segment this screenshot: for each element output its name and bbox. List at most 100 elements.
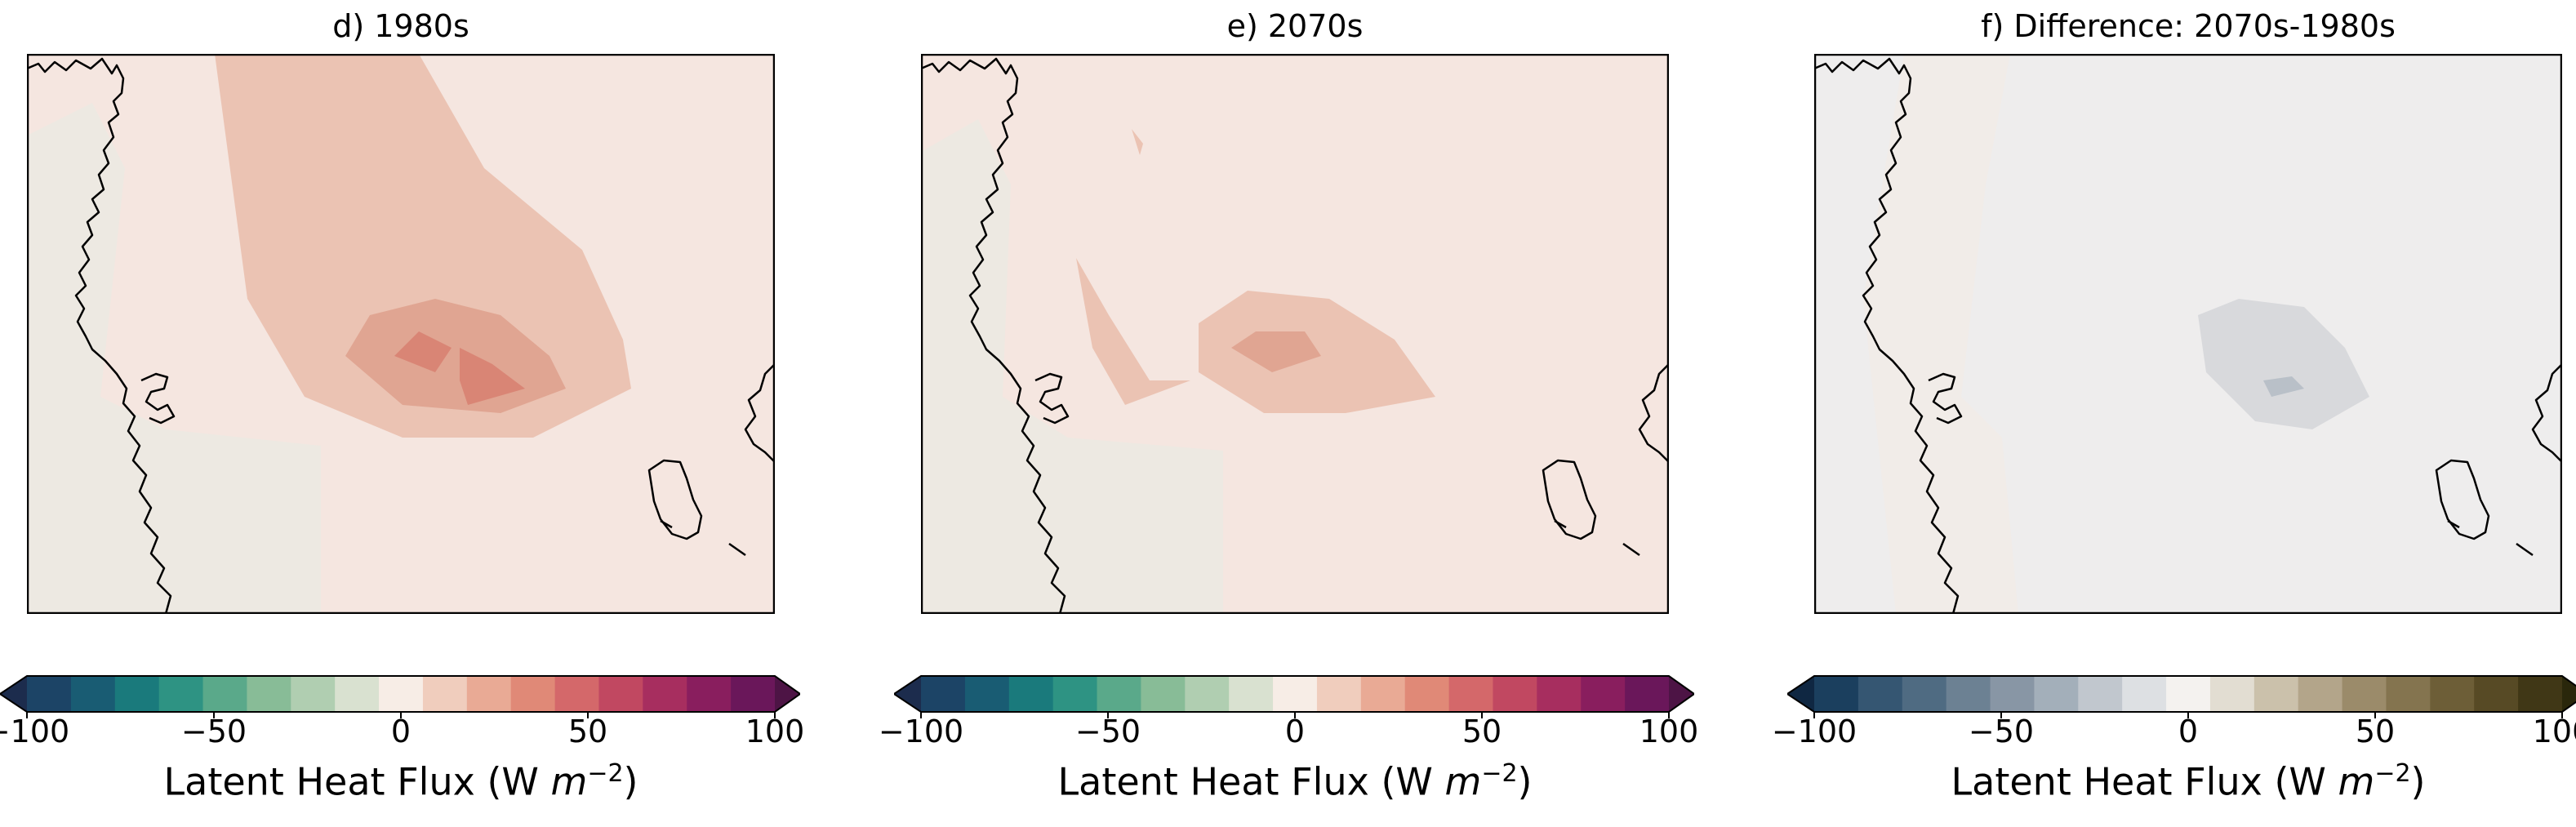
colorbar-bin <box>466 676 512 712</box>
field-contour-low-west <box>1076 258 1190 405</box>
colorbar-bin <box>1857 676 1903 712</box>
colorbar-extend-min <box>894 676 921 712</box>
colorbar-bin <box>114 676 160 712</box>
colorbar-bin <box>27 676 72 712</box>
colorbar-tick-label: −100 <box>0 714 70 749</box>
colorbar-bin <box>2253 676 2299 712</box>
colorbar-bin <box>1097 676 1141 712</box>
colorbar-bin <box>2078 676 2123 712</box>
colorbar-tick-label: 0 <box>390 714 412 749</box>
colorbar-bin <box>158 676 204 712</box>
colorbar-bin <box>731 676 776 712</box>
colorbar-bin <box>2298 676 2343 712</box>
colorbar-bin <box>1946 676 1991 712</box>
coastline-east <box>2531 363 2562 463</box>
panel-title-f: f) Difference: 2070s-1980s <box>1981 8 2396 44</box>
coastline-fjord <box>140 372 176 425</box>
coastlines <box>1814 57 2562 614</box>
coastline-islet-1 <box>660 519 673 529</box>
colorbar-bin <box>1273 676 1318 712</box>
contour-field <box>921 54 1669 614</box>
field-west-region <box>921 119 1223 614</box>
map-frame <box>921 54 1669 614</box>
colorbar-bin <box>1316 676 1362 712</box>
map-panel-1980s <box>27 54 775 614</box>
colorbar-tick-label: 100 <box>745 714 805 749</box>
coastline-fjord <box>1034 372 1070 425</box>
colorbar-extend-min <box>1787 676 1814 712</box>
colorbar-1980s <box>0 675 800 718</box>
colorbar-bin <box>2122 676 2167 712</box>
colorbar-tick-label: −50 <box>1968 714 2035 749</box>
colorbar-bin <box>2034 676 2079 712</box>
coastline-greenland <box>921 57 1066 614</box>
colorbar-label-1980s: Latent Heat Flux (W m−2) <box>163 759 638 804</box>
colorbar-bin <box>1404 676 1450 712</box>
colorbar-bin <box>1625 676 1670 712</box>
colorbar-bin <box>1141 676 1186 712</box>
colorbar-bin <box>2166 676 2211 712</box>
field-contour-mid <box>1231 331 1321 372</box>
colorbar-label-2070s: Latent Heat Flux (W m−2) <box>1057 759 1533 804</box>
colorbar-tick-label: −100 <box>878 714 964 749</box>
colorbar-2070s <box>894 675 1694 718</box>
colorbar-difference <box>1787 675 2576 718</box>
colorbar-bin <box>1008 676 1054 712</box>
colorbar-tick-label: 0 <box>2178 714 2199 749</box>
colorbar-bin <box>643 676 687 712</box>
colorbar-tick-label: −50 <box>180 714 247 749</box>
colorbar-tick-label: 100 <box>2532 714 2576 749</box>
coastline-islet-2 <box>2516 542 2534 557</box>
panel-title-e: e) 2070s <box>1226 8 1364 44</box>
colorbar-bin <box>2474 676 2519 712</box>
colorbar-bin <box>1185 676 1230 712</box>
colorbar-tick-label: 50 <box>2355 714 2396 749</box>
coastline-island <box>2435 459 2490 540</box>
coastline-east <box>1638 363 1669 463</box>
coastlines <box>921 57 1669 614</box>
colorbar-tick-label: 0 <box>1284 714 1306 749</box>
colorbar-bin <box>1448 676 1493 712</box>
colorbar-bin <box>422 676 468 712</box>
colorbar-tick-label: 50 <box>1462 714 1502 749</box>
colorbar-bin <box>2342 676 2387 712</box>
panel-title-d: d) 1980s <box>332 8 469 44</box>
contour-field <box>27 54 775 614</box>
colorbar-bin <box>291 676 336 712</box>
coastline-greenland <box>27 57 172 614</box>
coastline-fjord <box>1928 372 1963 425</box>
colorbar-extend-max <box>2562 676 2576 712</box>
colorbar-bin <box>379 676 424 712</box>
coastline-islet-1 <box>1554 519 1567 529</box>
colorbar-bin <box>554 676 599 712</box>
colorbar-bin <box>2518 676 2563 712</box>
map-panel-2070s <box>921 54 1669 614</box>
colorbar-bin <box>1990 676 2035 712</box>
colorbar-bin <box>1360 676 1406 712</box>
field-contour-high-1 <box>394 331 452 372</box>
colorbar-bin <box>1902 676 1947 712</box>
colorbar-extend-max <box>775 676 800 712</box>
colorbar-bin <box>1052 676 1098 712</box>
coastline-islet-1 <box>2447 519 2460 529</box>
field-west-region <box>27 103 321 614</box>
field-contour-spot <box>1132 129 1143 155</box>
colorbar-bin <box>687 676 732 712</box>
colorbar-bin <box>1581 676 1626 712</box>
colorbar-bin <box>335 676 380 712</box>
colorbar-tick-label: 100 <box>1639 714 1699 749</box>
coastline-islet-2 <box>728 542 746 557</box>
field-contour-mid <box>2263 376 2304 397</box>
colorbar-bin <box>2430 676 2475 712</box>
coastline-islet-2 <box>1622 542 1640 557</box>
field-contour-high-2 <box>460 348 525 405</box>
colorbar-bin <box>2209 676 2255 712</box>
colorbar-tick-label: 50 <box>567 714 608 749</box>
coastline-island <box>647 459 703 540</box>
colorbar-bin <box>598 676 643 712</box>
colorbar-bin <box>202 676 247 712</box>
colorbar-extend-max <box>1669 676 1694 712</box>
coastline-greenland <box>1814 57 1960 614</box>
colorbar-bin <box>1493 676 1537 712</box>
map-frame <box>27 54 775 614</box>
